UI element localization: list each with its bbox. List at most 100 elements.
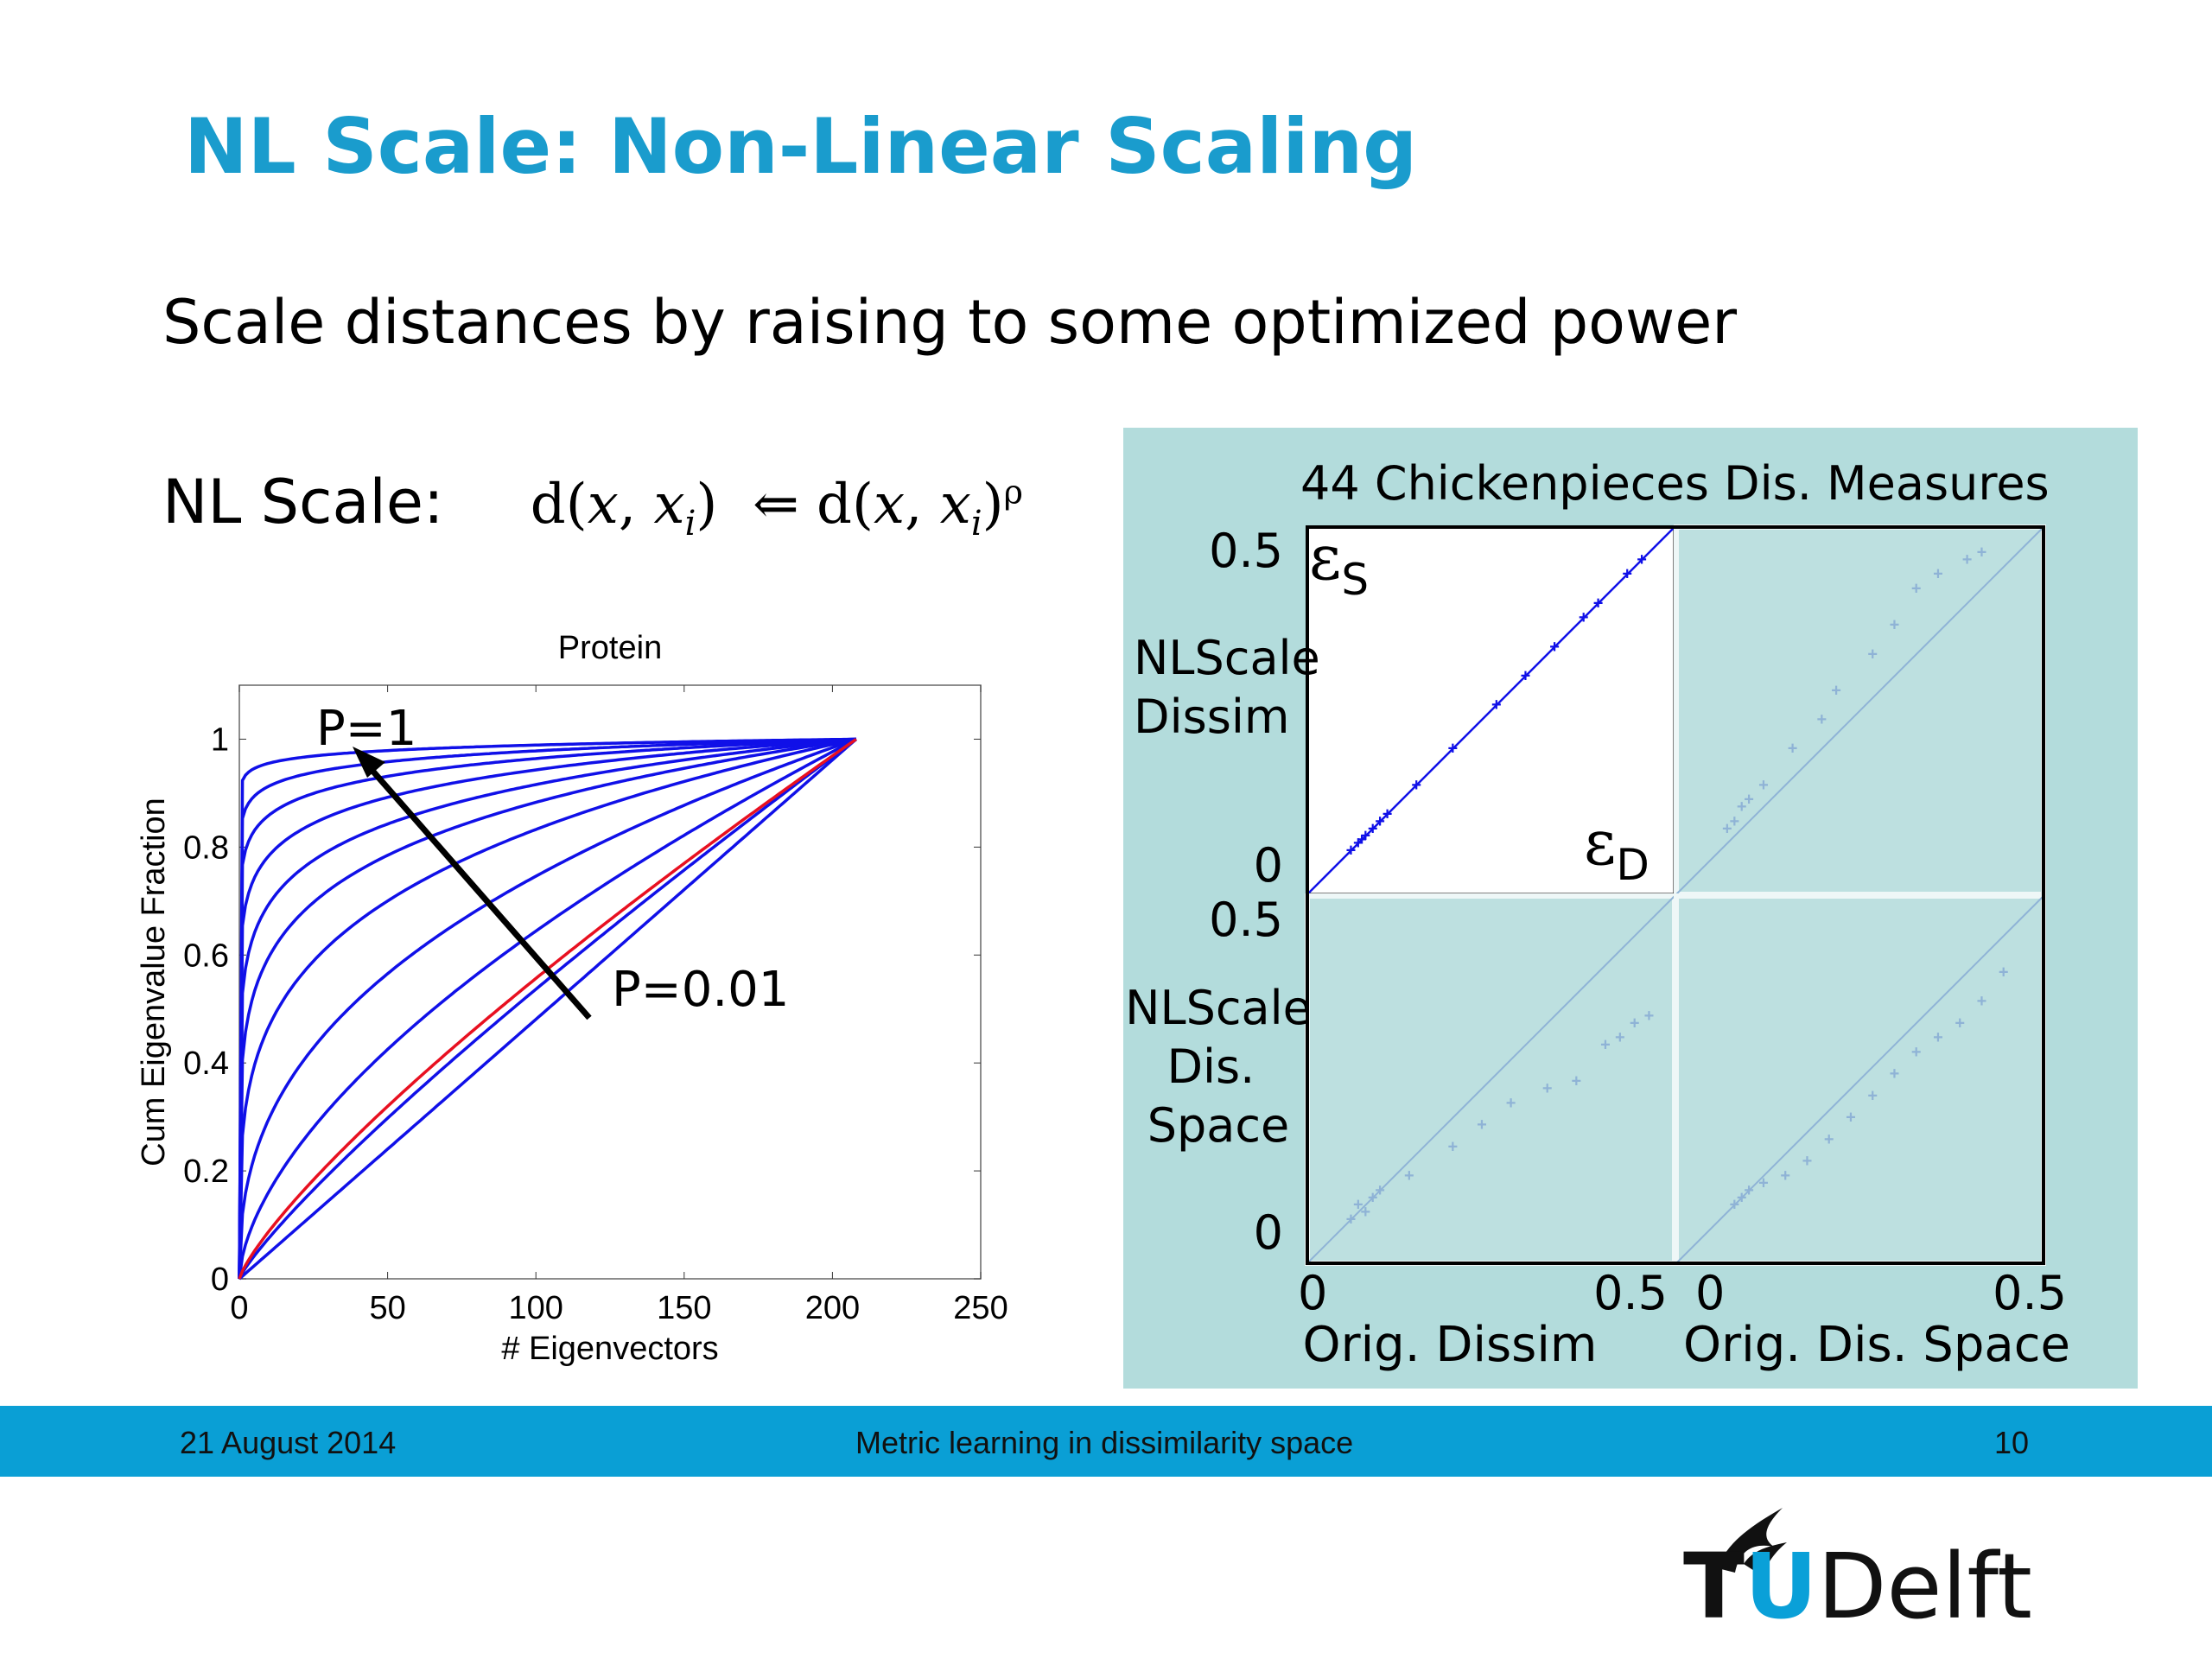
scatter-point: + xyxy=(1353,834,1363,853)
arrow-shaft xyxy=(359,755,592,1020)
x-tick-left-2: 0 xyxy=(1695,1266,1725,1320)
scatter-point: + xyxy=(1780,1166,1790,1185)
scatter-point: + xyxy=(1802,1152,1813,1171)
y-tick-label: 0 xyxy=(211,1262,229,1298)
y-axis-label: Cum Eigenvalue Fraction xyxy=(136,798,172,1166)
scatter-point: + xyxy=(1867,1086,1878,1105)
diagonal-line xyxy=(1306,526,1675,895)
tudelft-logo: TUDelft xyxy=(1683,1499,2046,1639)
col-label-2: Orig. Dis. Space xyxy=(1683,1317,2070,1373)
scatter-point: + xyxy=(1357,830,1367,849)
scatter-point: + xyxy=(1744,1181,1754,1200)
scatter-point: + xyxy=(1622,565,1632,584)
scatter-point: + xyxy=(1375,812,1385,831)
scatter-point: + xyxy=(1542,1079,1553,1098)
scatter-point: + xyxy=(1933,1028,1943,1047)
scatter-point: + xyxy=(1600,1036,1611,1055)
scatter-subplot-0: ++++++++++++++++ xyxy=(1306,525,1676,896)
scatter-title: 44 Chickenpieces Dis. Measures xyxy=(1300,456,2050,511)
scatter-point: + xyxy=(1572,1072,1582,1091)
x-tick-label: 250 xyxy=(953,1290,1007,1326)
x-tick-label: 0 xyxy=(230,1290,248,1326)
scatter-point: + xyxy=(1353,1196,1363,1215)
scatter-point: + xyxy=(1382,804,1393,823)
scatter-point: + xyxy=(1593,594,1604,613)
x-tick-label: 150 xyxy=(657,1290,711,1326)
scatter-subplot-3: +++ + +++++++++++ xyxy=(1674,893,2046,1266)
blue-curve-8 xyxy=(238,737,857,1280)
scatter-point: + xyxy=(1360,827,1370,846)
y-tick-label: 1 xyxy=(211,721,229,758)
x-tick-label: 100 xyxy=(508,1290,563,1326)
scatter-point: + xyxy=(1758,1173,1769,1192)
x-tick-left-1: 0 xyxy=(1298,1266,1327,1320)
y-tick-top-1: 0.5 xyxy=(1209,524,1283,578)
formula-line: NL Scale: d(x, xi) ⇐ d(x, xi)ρ xyxy=(162,467,1023,543)
scatter-subplot-1: +++++++++++++ + xyxy=(1674,524,2046,897)
epsilon-s-label: εS xyxy=(1309,521,1369,605)
diagonal-line xyxy=(1675,526,2044,895)
scatter-point: + xyxy=(1447,1137,1458,1156)
scatter-point: + xyxy=(1368,819,1378,838)
col-label-1: Orig. Dissim xyxy=(1303,1317,1598,1373)
blue-curve-7 xyxy=(238,737,857,1280)
scatter-point: + xyxy=(1579,608,1589,627)
scatter-point: + xyxy=(1404,1166,1414,1185)
diagonal-line xyxy=(1675,895,2044,1264)
scatter-point: + xyxy=(1346,1211,1357,1230)
scatter-point: + xyxy=(1890,616,1900,635)
blue-curve-9 xyxy=(238,738,857,1280)
scatter-point: + xyxy=(1816,710,1827,729)
scatter-point: + xyxy=(1911,1043,1922,1062)
scatter-point: + xyxy=(1846,1109,1856,1128)
blue-curve-2 xyxy=(238,737,856,1280)
scatter-point: + xyxy=(1549,638,1560,657)
scatter-point: + xyxy=(1890,1065,1900,1084)
scatter-point: + xyxy=(1630,1014,1640,1033)
scatter-point: + xyxy=(1615,1028,1625,1047)
scatter-point: + xyxy=(1758,776,1769,795)
x-tick-label: 200 xyxy=(805,1290,860,1326)
scatter-point: + xyxy=(1955,1014,1965,1033)
scatter-point: + xyxy=(1831,681,1841,700)
footer-date: 21 August 2014 xyxy=(180,1425,397,1460)
scatter-point: + xyxy=(1491,696,1502,715)
scatter-outer-frame xyxy=(1306,525,2045,1265)
scatter-point: + xyxy=(1506,1094,1516,1113)
slide-charts: Protein 0 50 100 150 200 250 0 0.2 0.4 0.6 0.8 1 # Ei… xyxy=(136,428,2138,1389)
protein-chart-title: Protein xyxy=(558,630,662,666)
scatter-point: + xyxy=(1447,740,1458,759)
annotation-p001: P=0.01 xyxy=(612,962,789,1018)
formula-label: NL Scale: xyxy=(162,467,444,537)
annotation-p1: P=1 xyxy=(316,701,416,757)
blue-curve-4 xyxy=(238,737,857,1280)
blue-curve-1 xyxy=(238,737,856,1280)
blue-curve-6 xyxy=(238,737,857,1280)
scatter-point: + xyxy=(1360,1203,1370,1222)
y-tick-label: 0.2 xyxy=(183,1154,229,1190)
scatter-point: + xyxy=(1962,550,1973,569)
x-tick-right-1: 0.5 xyxy=(1593,1266,1668,1320)
slide-subtitle: Scale distances by raising to some optim… xyxy=(162,287,1738,358)
y-tick-bottom-2: 0 xyxy=(1254,1205,1283,1260)
scatter-point: + xyxy=(1521,667,1531,686)
formula-expression: d(x, xi) ⇐ d(x, xi)ρ xyxy=(530,473,1023,543)
x-tick-label: 50 xyxy=(369,1290,405,1326)
scatter-point: + xyxy=(1867,645,1878,664)
protein-plot-frame xyxy=(238,684,982,1280)
y-tick-label: 0.8 xyxy=(183,830,229,866)
scatter-point: + xyxy=(1375,1181,1385,1200)
scatter-point: + xyxy=(1411,776,1421,795)
arrow-head xyxy=(353,747,385,778)
scatter-point: + xyxy=(1477,1116,1487,1135)
y-tick-label: 0.4 xyxy=(183,1046,229,1082)
flame-icon xyxy=(1718,1508,1787,1575)
footer-bar: 21 August 2014 Metric learning in dissim… xyxy=(0,1406,2212,1477)
scatter-point: + xyxy=(1722,819,1732,838)
blue-curve-3 xyxy=(238,737,856,1280)
scatter-point: + xyxy=(1933,565,1943,584)
blue-curve-5 xyxy=(238,737,857,1280)
scatter-point: + xyxy=(1637,550,1647,569)
scatter-point: + xyxy=(1729,812,1739,831)
y-tick-label: 0.6 xyxy=(183,938,229,974)
